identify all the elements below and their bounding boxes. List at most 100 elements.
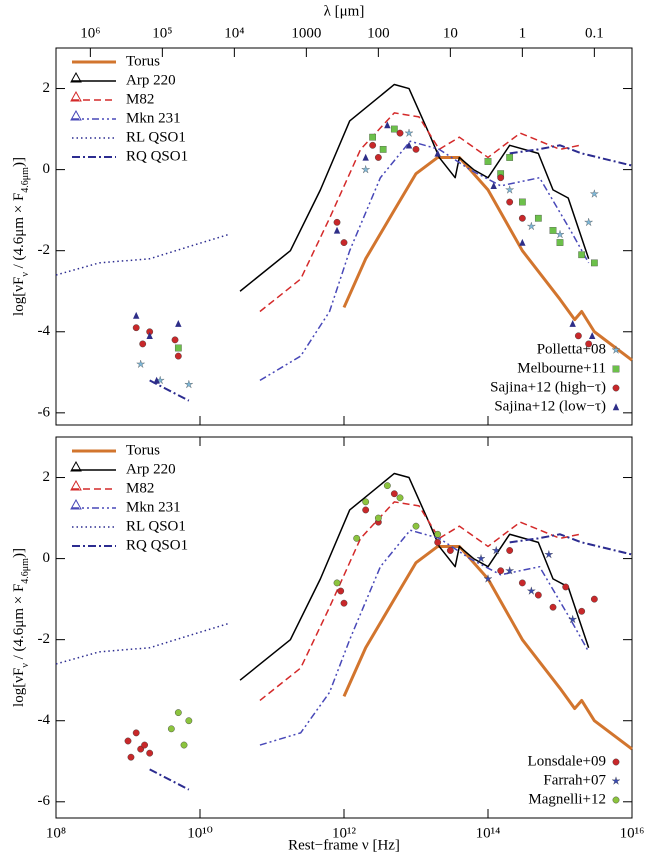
legend-label: Mkn 231: [126, 110, 181, 126]
legend-marker: [70, 90, 82, 102]
marker: [333, 218, 341, 226]
marker: [390, 125, 398, 133]
y-axis-label-part: )]: [11, 548, 27, 558]
y-axis-label-part: 4.6μm: [20, 558, 31, 584]
marker: [379, 145, 387, 153]
legend-label: Arp 220: [126, 461, 176, 477]
y-axis-label-part: 4.6μm: [20, 167, 31, 193]
marker: [569, 319, 576, 327]
legend-label: RQ QSO1: [126, 537, 188, 553]
marker: [362, 506, 370, 514]
marker: [585, 340, 593, 348]
marker: [506, 547, 514, 554]
y-axis-label: log[νFν / (4.6μm × F4.6μm)]: [11, 548, 30, 707]
marker: [132, 324, 140, 332]
marker: [374, 154, 382, 161]
y-axis-label-part: ν: [20, 663, 31, 668]
marker: [505, 185, 515, 194]
series-line: [55, 622, 229, 665]
marker: [184, 379, 194, 389]
x2-tick-label: 10: [443, 25, 458, 41]
x-tick-label: 10¹²: [332, 825, 356, 841]
y-axis-label-part: ν: [20, 272, 31, 277]
y-tick-label: 0: [43, 550, 51, 566]
marker: [434, 149, 441, 157]
legend-marker: [612, 758, 620, 766]
x-tick-label: 10¹⁰: [187, 825, 213, 841]
marker: [483, 574, 493, 583]
marker: [180, 741, 188, 749]
series-line: [149, 144, 633, 402]
x-tick-label: 10¹⁶: [620, 825, 645, 841]
marker: [396, 129, 404, 137]
marker: [175, 319, 182, 327]
marker: [174, 344, 182, 352]
y-tick-label: -2: [38, 242, 51, 258]
x-tick-label: 10¹⁴: [476, 825, 501, 841]
legend-label: Polletta+08: [537, 341, 606, 357]
legend-marker: [70, 498, 82, 510]
marker: [337, 587, 345, 595]
x2-tick-label: 0.1: [585, 25, 604, 41]
marker: [526, 586, 536, 595]
marker: [497, 567, 505, 575]
y-axis-label-part: log[νF: [11, 277, 27, 316]
series-line: [342, 155, 633, 362]
series-line: [239, 83, 590, 292]
legend-marker: [612, 796, 620, 804]
marker: [133, 311, 140, 319]
legend-label: Farrah+07: [543, 772, 606, 788]
marker: [476, 553, 486, 563]
marker: [384, 121, 391, 129]
marker: [578, 251, 586, 259]
marker: [574, 332, 582, 340]
x-tick-label: 10⁸: [46, 825, 66, 841]
legend-label: Melbourne+11: [517, 360, 606, 376]
marker: [153, 376, 160, 384]
y-axis-label-part: / (4.6μm × F: [11, 584, 27, 663]
legend-marker: [611, 345, 621, 354]
marker: [340, 239, 348, 246]
x2-tick-label: 10⁶: [80, 25, 100, 41]
marker: [562, 583, 570, 591]
legend-label: RL QSO1: [126, 129, 186, 145]
marker: [589, 189, 599, 198]
marker: [497, 174, 505, 182]
x2-axis-label: λ [μm]: [324, 3, 365, 19]
marker: [491, 545, 501, 555]
marker: [412, 522, 420, 530]
marker: [167, 725, 175, 733]
marker: [591, 259, 598, 267]
y-axis-label: log[νFν / (4.6μm × F4.6μm)]: [11, 157, 30, 316]
marker: [404, 128, 414, 137]
legend-marker: [612, 365, 620, 373]
series-line: [259, 529, 590, 746]
marker: [544, 549, 554, 559]
marker: [506, 198, 514, 206]
marker: [174, 709, 182, 717]
marker: [518, 214, 526, 222]
marker: [124, 737, 132, 745]
marker: [396, 494, 404, 502]
marker: [390, 490, 398, 498]
marker: [549, 227, 557, 234]
legend-label: Sajina+12 (low−τ): [494, 398, 606, 414]
y-tick-label: -2: [38, 631, 51, 647]
legend-marker: [612, 403, 620, 411]
series-line: [259, 140, 590, 382]
marker: [568, 614, 578, 624]
marker: [353, 534, 361, 542]
legend-label: Torus: [126, 442, 160, 458]
marker: [132, 729, 140, 737]
marker: [333, 579, 341, 587]
legend-label: RQ QSO1: [126, 148, 188, 164]
series-line: [55, 233, 229, 276]
marker: [490, 182, 497, 190]
legend-label: Magnelli+12: [528, 791, 606, 807]
marker: [434, 538, 442, 546]
marker: [584, 217, 594, 227]
x2-tick-label: 1000: [291, 25, 321, 41]
marker: [506, 154, 514, 161]
legend-label: Lonsdale+09: [528, 753, 606, 769]
legend-marker: [611, 776, 621, 785]
